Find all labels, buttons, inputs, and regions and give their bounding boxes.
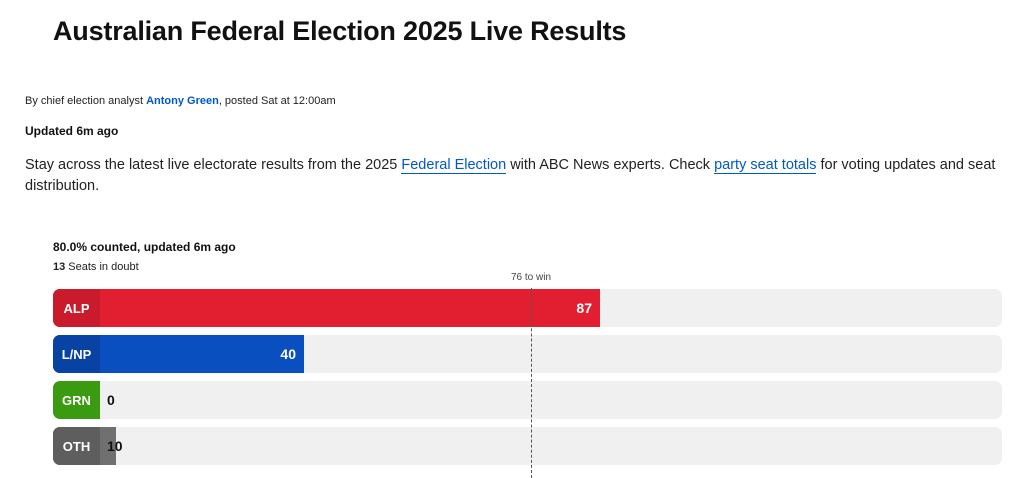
results-widget: 80.0% counted, updated 6m ago 13 Seats i… bbox=[53, 240, 1002, 478]
majority-label-text: 76 to win bbox=[510, 272, 552, 283]
seat-count: 87 bbox=[576, 300, 592, 316]
seats-in-doubt-label: Seats in doubt bbox=[65, 261, 139, 273]
byline-posted: , posted Sat at 12:00am bbox=[218, 95, 336, 107]
party-label: L/NP bbox=[53, 335, 100, 373]
seat-bar bbox=[53, 289, 600, 327]
lead-text-1: Stay across the latest live electorate r… bbox=[25, 157, 402, 173]
lead-paragraph: Stay across the latest live electorate r… bbox=[25, 155, 1015, 197]
party-row-grn: GRN 0 bbox=[53, 381, 1002, 419]
byline-prefix: By chief election analyst bbox=[25, 95, 147, 107]
lead-text-3: for voting updates and seat distribution… bbox=[25, 157, 996, 194]
majority-line bbox=[531, 288, 532, 478]
seats-in-doubt-count: 13 bbox=[53, 261, 66, 273]
party-row-oth: OTH 10 bbox=[53, 427, 1002, 465]
party-label: OTH bbox=[53, 427, 100, 465]
lead-text-2: with ABC News experts. Check bbox=[506, 157, 715, 173]
counted-status: 80.0% counted, updated 6m ago bbox=[53, 240, 236, 254]
party-label: GRN bbox=[53, 381, 100, 419]
seat-count: 40 bbox=[280, 346, 296, 362]
byline: By chief election analyst Antony Green, … bbox=[25, 95, 336, 107]
party-seat-totals-link[interactable]: party seat totals bbox=[714, 157, 817, 174]
page-title: Australian Federal Election 2025 Live Re… bbox=[53, 16, 627, 46]
party-row-alp: ALP 87 bbox=[53, 289, 1002, 327]
federal-election-link[interactable]: Federal Election bbox=[401, 157, 507, 174]
seat-count: 10 bbox=[107, 438, 123, 454]
author-link[interactable]: Antony Green bbox=[146, 95, 219, 107]
seats-in-doubt: 13 Seats in doubt bbox=[53, 261, 139, 273]
seat-count: 0 bbox=[107, 392, 115, 408]
updated-timestamp: Updated 6m ago bbox=[25, 124, 119, 138]
party-row-lnp: L/NP 40 bbox=[53, 335, 1002, 373]
party-label: ALP bbox=[53, 289, 100, 327]
